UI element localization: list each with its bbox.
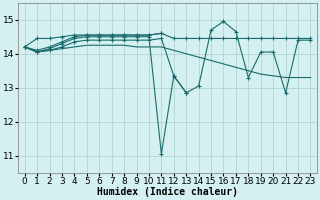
X-axis label: Humidex (Indice chaleur): Humidex (Indice chaleur) — [97, 187, 238, 197]
